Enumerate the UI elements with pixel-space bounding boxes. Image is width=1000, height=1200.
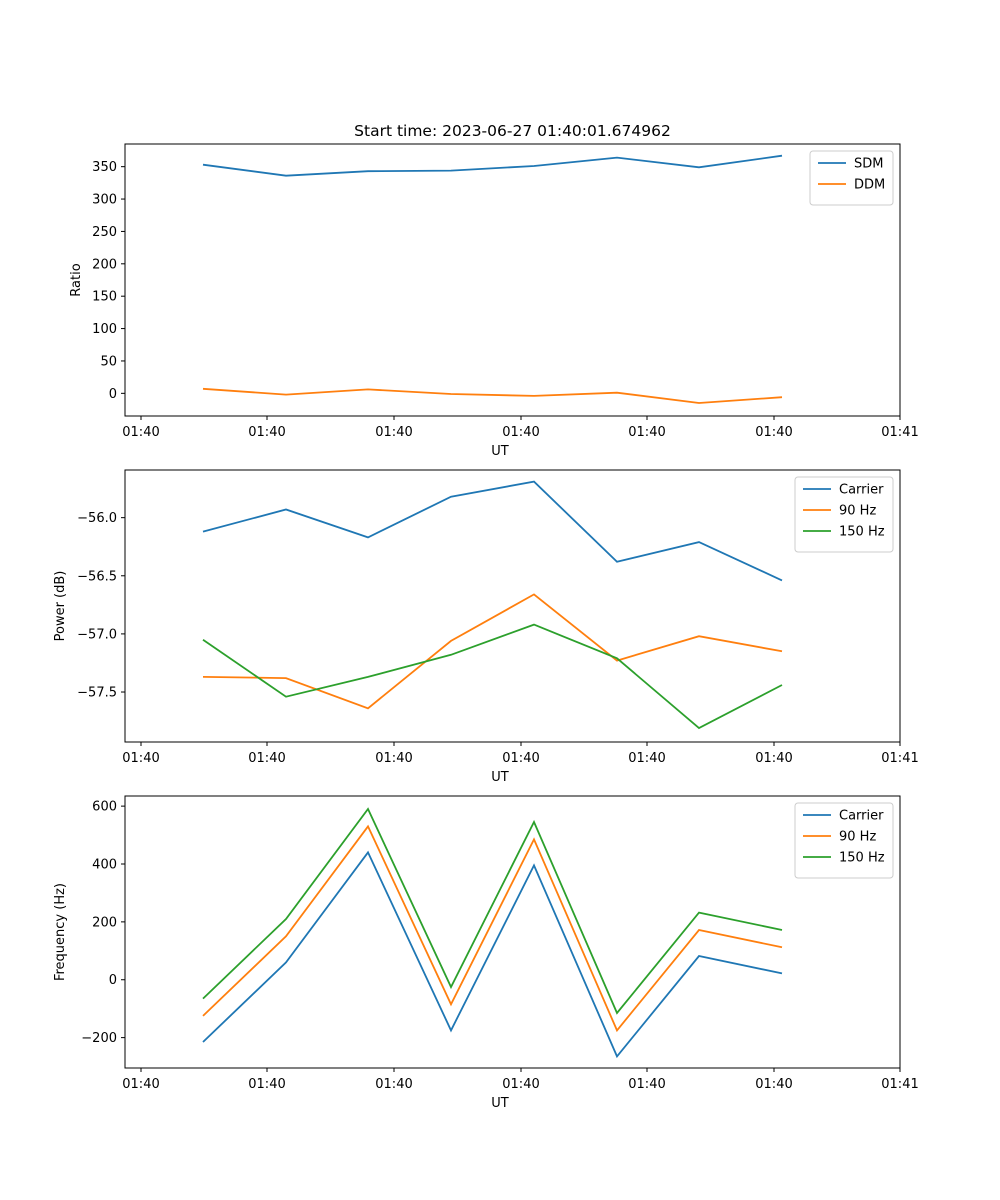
y-tick-label: 0 (109, 973, 117, 988)
x-axis-label: UT (491, 444, 509, 459)
x-tick-label: 01:40 (628, 751, 665, 766)
y-tick-label: 0 (109, 387, 117, 402)
series-line-sdm (202, 154, 783, 177)
y-tick-label: −56.5 (77, 569, 117, 584)
panels: 01:40 01:40 01:40 01:40 01:40 01:40 01:41 UT 0 50… (53, 143, 919, 1111)
x-tick-label: 01:40 (375, 1077, 412, 1092)
y-tick-label: 200 (92, 257, 117, 272)
axes-frame (124, 469, 901, 743)
x-tick-label: 01:40 (248, 1077, 285, 1092)
legend-box (794, 802, 894, 879)
series-line-90-hz (202, 593, 783, 710)
legend: SDM DDM (809, 150, 894, 206)
subplot-1: 01:40 01:40 01:40 01:40 01:40 01:40 01:41 UT 0 50… (69, 143, 919, 459)
series-line-150-hz (202, 623, 783, 730)
series-line-ddm (202, 387, 783, 404)
x-tick-label: 01:40 (628, 1077, 665, 1092)
x-tick-label: 01:41 (881, 751, 918, 766)
x-axis-label: UT (491, 1096, 509, 1111)
legend-box (809, 150, 894, 206)
x-tick-label: 01:40 (122, 751, 159, 766)
x-tick-label: 01:40 (502, 425, 539, 440)
y-tick-label: 50 (100, 354, 117, 369)
legend: Carrier 90 Hz 150 Hz (794, 802, 894, 879)
legend-entry: SDM (854, 157, 883, 172)
series-line-150-hz (202, 807, 783, 1015)
legend-entry: DDM (854, 178, 885, 193)
x-tick-label: 01:40 (248, 751, 285, 766)
legend-entry: 150 Hz (839, 525, 885, 540)
y-tick-label: −200 (81, 1031, 117, 1046)
y-tick-label: 200 (92, 915, 117, 930)
axes-frame (124, 143, 901, 417)
chart-title: Start time: 2023-06-27 01:40:01.674962 (354, 122, 671, 140)
y-tick-label: 250 (92, 225, 117, 240)
x-tick-label: 01:40 (502, 1077, 539, 1092)
legend-entry: Carrier (839, 483, 884, 498)
legend: Carrier 90 Hz 150 Hz (794, 476, 894, 553)
x-tick-label: 01:41 (881, 425, 918, 440)
x-tick-label: 01:41 (881, 1077, 918, 1092)
legend-box (794, 476, 894, 553)
series-line-carrier (202, 480, 783, 582)
legend-entry: Carrier (839, 809, 884, 824)
legend-entry: 150 Hz (839, 851, 885, 866)
x-tick-label: 01:40 (122, 1077, 159, 1092)
x-tick-label: 01:40 (628, 425, 665, 440)
subplot-3: 01:40 01:40 01:40 01:40 01:40 01:40 01:41 UT −20… (53, 795, 919, 1111)
legend-entry: 90 Hz (839, 504, 876, 519)
y-tick-label: 600 (92, 800, 117, 815)
x-tick-label: 01:40 (122, 425, 159, 440)
x-tick-label: 01:40 (375, 425, 412, 440)
x-tick-label: 01:40 (375, 751, 412, 766)
x-tick-label: 01:40 (502, 751, 539, 766)
axes-frame (124, 795, 901, 1069)
y-tick-label: −57.0 (77, 627, 117, 642)
legend-entry: 90 Hz (839, 830, 876, 845)
series-line-carrier (202, 850, 783, 1059)
y-axis-label: Power (dB) (53, 571, 68, 642)
y-tick-label: 400 (92, 858, 117, 873)
x-axis-label: UT (491, 770, 509, 785)
y-tick-label: 300 (92, 193, 117, 208)
x-tick-label: 01:40 (248, 425, 285, 440)
series-line-90-hz (202, 824, 783, 1033)
x-tick-label: 01:40 (755, 425, 792, 440)
y-tick-label: 100 (92, 322, 117, 337)
x-tick-label: 01:40 (755, 1077, 792, 1092)
x-tick-label: 01:40 (755, 751, 792, 766)
subplot-2: 01:40 01:40 01:40 01:40 01:40 01:40 01:41 UT −57… (53, 469, 919, 785)
y-axis-label: Ratio (69, 263, 84, 296)
y-tick-label: −56.0 (77, 511, 117, 526)
y-axis-label: Frequency (Hz) (53, 883, 68, 981)
y-tick-label: 150 (92, 290, 117, 305)
y-tick-label: 350 (92, 160, 117, 175)
y-tick-label: −57.5 (77, 686, 117, 701)
